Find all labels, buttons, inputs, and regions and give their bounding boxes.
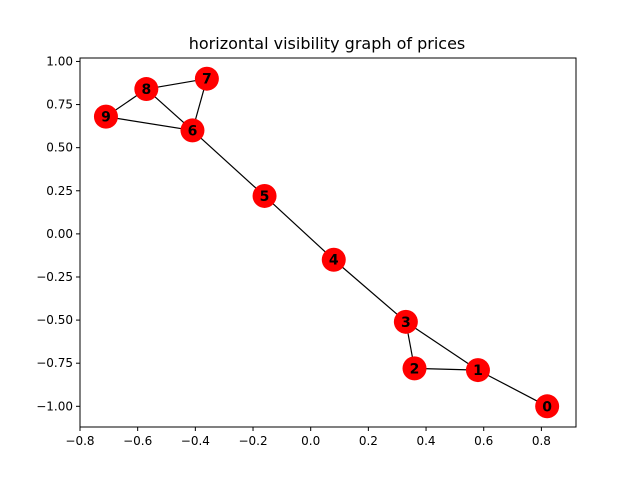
node-9: 9 [93, 104, 118, 129]
y-axis: 1.00 0.75 0.50 0.25 0.00 −0.25 −0.50 −0.75 −1.00 [36, 54, 80, 413]
x-tick-label: 0.6 [474, 434, 493, 448]
node-marker [180, 118, 205, 143]
node-label: 2 [410, 361, 420, 377]
y-tick-label: 0.25 [46, 184, 73, 198]
x-tick-label: 0.4 [416, 434, 435, 448]
node-label: 5 [260, 189, 270, 205]
node-label: 9 [101, 110, 111, 126]
node-7: 7 [194, 66, 219, 91]
node-marker [393, 309, 418, 334]
x-tick-label: −0.8 [65, 434, 94, 448]
y-tick-label: −0.25 [36, 270, 73, 284]
node-marker [134, 77, 159, 102]
node-marker [465, 358, 490, 383]
x-tick-label: 0.8 [532, 434, 551, 448]
node-2: 2 [402, 356, 427, 381]
node-label: 8 [141, 82, 151, 98]
x-tick-label: 0.0 [301, 434, 320, 448]
nodes-layer: 0 1 2 3 4 5 6 7 8 9 [93, 66, 560, 419]
x-tick-label: −0.2 [238, 434, 267, 448]
x-tick-label: 0.2 [359, 434, 378, 448]
node-3: 3 [393, 309, 418, 334]
y-tick-label: −0.75 [36, 356, 73, 370]
edge-6-9 [105, 116, 193, 132]
node-label: 6 [188, 123, 198, 139]
edge-0-1 [477, 369, 548, 407]
node-marker [535, 394, 560, 419]
y-tick-label: 0.75 [46, 98, 73, 112]
node-5: 5 [252, 183, 277, 208]
edge-3-4 [333, 259, 407, 323]
node-4: 4 [321, 247, 346, 272]
node-6: 6 [180, 118, 205, 143]
node-8: 8 [134, 77, 159, 102]
y-tick-label: −1.00 [36, 399, 73, 413]
y-tick-label: 0.50 [46, 141, 73, 155]
node-marker [402, 356, 427, 381]
node-label: 7 [202, 72, 212, 88]
node-0: 0 [535, 394, 560, 419]
node-label: 1 [473, 363, 483, 379]
y-tick-label: −0.50 [36, 313, 73, 327]
node-1: 1 [465, 358, 490, 383]
node-label: 3 [401, 315, 411, 331]
x-tick-label: −0.4 [181, 434, 210, 448]
x-tick-label: −0.6 [123, 434, 152, 448]
node-marker [321, 247, 346, 272]
node-label: 4 [329, 253, 339, 269]
edge-4-5 [264, 195, 335, 261]
edges-layer [105, 78, 548, 407]
y-tick-label: 0.00 [46, 227, 73, 241]
edge-1-3 [405, 321, 479, 371]
node-marker [194, 66, 219, 91]
edge-5-6 [192, 129, 265, 197]
y-tick-label: 1.00 [46, 54, 73, 68]
x-axis: −0.8 −0.6 −0.4 −0.2 0.0 0.2 0.4 0.6 0.8 [65, 427, 551, 448]
axes-frame [79, 57, 577, 428]
node-label: 0 [542, 399, 552, 415]
node-marker [93, 104, 118, 129]
chart-title: horizontal visibility graph of prices [189, 34, 466, 53]
node-marker [252, 183, 277, 208]
